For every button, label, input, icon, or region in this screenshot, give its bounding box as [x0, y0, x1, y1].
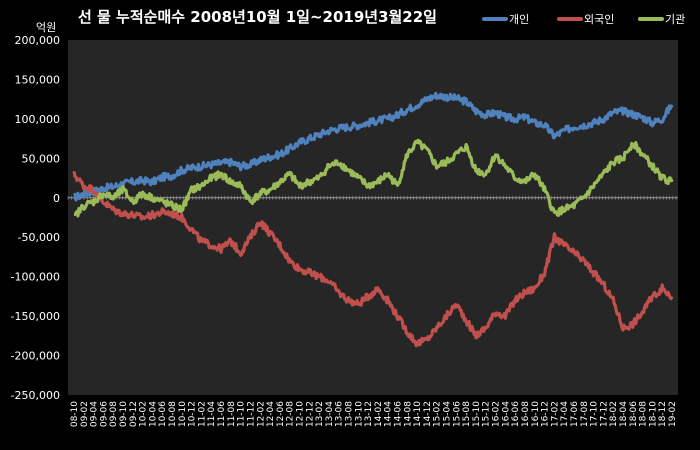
- series-line-3: [73, 138, 674, 218]
- x-tick-label: 13-10: [354, 401, 364, 427]
- x-tick-label: 14-06: [394, 401, 404, 427]
- x-tick-label: 18-08: [639, 401, 649, 427]
- x-tick-label: 14-08: [403, 401, 413, 427]
- y-tick-label: 100,000: [15, 113, 61, 126]
- x-tick-label: 12-04: [266, 401, 276, 427]
- x-tick-label: 10-08: [168, 401, 178, 427]
- y-tick-label: 0: [53, 192, 60, 205]
- plot-area: [68, 40, 678, 395]
- x-tick-label: 11-04: [207, 401, 217, 427]
- legend-label: 외국인: [584, 13, 614, 26]
- x-tick-label: 09-10: [119, 401, 129, 427]
- x-tick-label: 18-04: [619, 401, 629, 427]
- y-tick-label: -50,000: [18, 231, 60, 244]
- series-line-1: [73, 91, 674, 202]
- x-tick-label: 19-02: [668, 401, 678, 427]
- x-tick-label: 14-02: [374, 401, 384, 427]
- x-axis-ticks: 08-10 09-02 09-04 09-06 09-08 09-10 09-12 10-02…: [70, 401, 678, 427]
- x-tick-label: 13-04: [325, 401, 335, 427]
- legend-label: 기관: [665, 13, 685, 26]
- x-tick-label: 17-12: [599, 401, 609, 427]
- x-tick-label: 09-04: [90, 401, 100, 427]
- x-tick-label: 10-04: [148, 401, 158, 427]
- x-tick-label: 15-10: [472, 401, 482, 427]
- x-tick-label: 09-08: [109, 401, 119, 427]
- x-tick-label: 14-04: [384, 401, 394, 427]
- x-tick-label: 18-02: [609, 401, 619, 427]
- x-tick-label: 16-06: [511, 401, 521, 427]
- y-tick-label: -100,000: [11, 271, 60, 284]
- x-tick-label: 11-10: [237, 401, 247, 427]
- x-tick-label: 16-12: [541, 401, 551, 427]
- x-tick-label: 15-02: [433, 401, 443, 427]
- x-tick-label: 10-02: [139, 401, 149, 427]
- y-axis-unit-label: 억원: [36, 21, 56, 34]
- x-tick-label: 12-08: [286, 401, 296, 427]
- x-tick-label: 14-10: [413, 401, 423, 427]
- x-tick-label: 18-06: [629, 401, 639, 427]
- series-lines: [72, 91, 674, 348]
- x-tick-label: 15-12: [482, 401, 492, 427]
- x-tick-label: 17-06: [570, 401, 580, 427]
- x-tick-label: 18-10: [648, 401, 658, 427]
- y-tick-label: -200,000: [11, 350, 60, 363]
- x-tick-label: 17-04: [560, 401, 570, 427]
- x-tick-label: 11-08: [227, 401, 237, 427]
- y-tick-label: 200,000: [15, 34, 61, 47]
- x-tick-label: 13-08: [344, 401, 354, 427]
- series-line-2: [72, 170, 674, 348]
- x-tick-label: 08-10: [70, 401, 80, 427]
- x-tick-label: 15-06: [452, 401, 462, 427]
- y-tick-label: 150,000: [15, 73, 61, 86]
- x-tick-label: 18-12: [658, 401, 668, 427]
- x-tick-label: 12-02: [256, 401, 266, 427]
- x-tick-label: 12-06: [276, 401, 286, 427]
- x-tick-label: 16-02: [492, 401, 502, 427]
- x-tick-label: 15-08: [462, 401, 472, 427]
- chart-title: 선 물 누적순매수 2008년10월 1일~2019년3월22일: [78, 8, 437, 26]
- y-tick-label: -250,000: [11, 389, 60, 402]
- x-tick-label: 11-12: [246, 401, 256, 427]
- y-tick-label: 50,000: [22, 152, 61, 165]
- y-tick-label: -150,000: [11, 310, 60, 323]
- x-tick-label: 10-06: [158, 401, 168, 427]
- x-tick-label: 17-10: [590, 401, 600, 427]
- x-tick-label: 11-02: [197, 401, 207, 427]
- x-tick-label: 11-06: [217, 401, 227, 427]
- y-axis-ticks: 200,000 150,000 100,000 50,000 0 -50,000 -100,…: [11, 34, 60, 402]
- x-tick-label: 09-02: [80, 401, 90, 427]
- legend-label: 개인: [509, 13, 529, 26]
- legend: 개인 외국인 기관: [482, 13, 685, 26]
- x-tick-label: 13-02: [315, 401, 325, 427]
- x-tick-label: 16-08: [521, 401, 531, 427]
- x-tick-label: 15-04: [443, 401, 453, 427]
- x-tick-label: 12-12: [305, 401, 315, 427]
- x-tick-label: 17-02: [550, 401, 560, 427]
- x-tick-label: 16-04: [501, 401, 511, 427]
- x-tick-label: 14-12: [423, 401, 433, 427]
- x-tick-label: 12-10: [295, 401, 305, 427]
- x-tick-label: 13-06: [335, 401, 345, 427]
- x-tick-label: 13-12: [364, 401, 374, 427]
- x-tick-label: 09-12: [129, 401, 139, 427]
- x-tick-label: 10-10: [178, 401, 188, 427]
- x-tick-label: 10-12: [188, 401, 198, 427]
- x-tick-label: 17-08: [580, 401, 590, 427]
- x-tick-label: 09-06: [99, 401, 109, 427]
- x-tick-label: 16-10: [531, 401, 541, 427]
